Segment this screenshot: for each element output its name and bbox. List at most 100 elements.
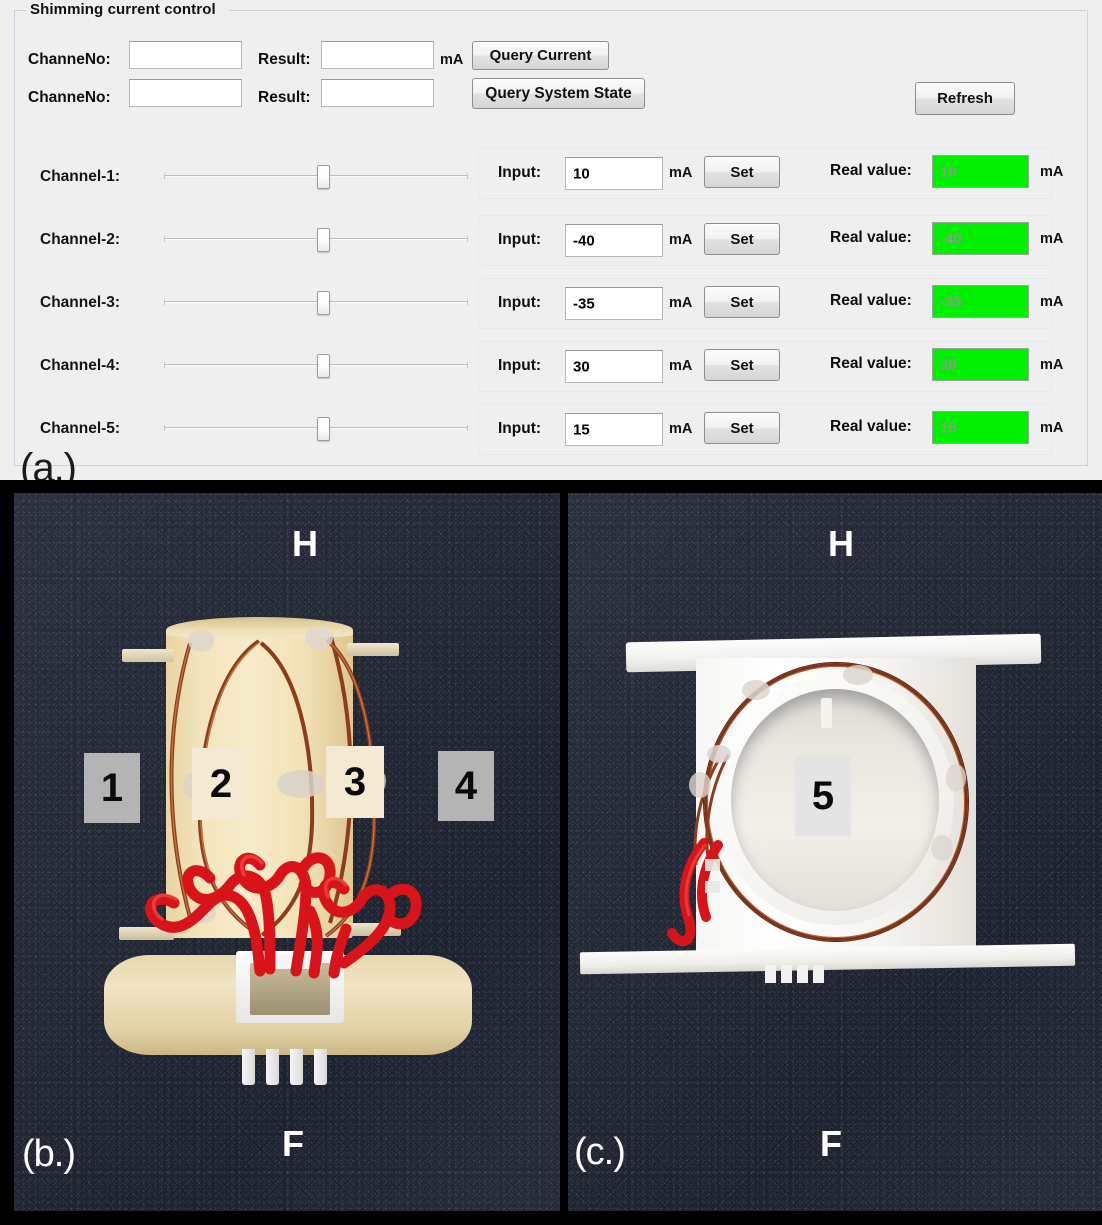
channel-5-input-unit: mA	[669, 421, 693, 437]
channel-1-slider-thumb[interactable]	[317, 165, 331, 189]
channel-5-real-value-box: 15	[932, 411, 1029, 444]
c-tag-5: 5	[795, 756, 851, 836]
channel-1-input-label: Input:	[498, 164, 542, 181]
query-row-1-channel-input[interactable]	[129, 79, 242, 107]
c-pin-4	[813, 965, 824, 983]
b-pin-2	[266, 1049, 279, 1085]
channel-1-real-label: Real value:	[830, 162, 912, 179]
b-tag-3: 3	[326, 746, 384, 818]
channel-1-label: Channel-1:	[40, 168, 121, 185]
query-current-button[interactable]: Query Current	[472, 41, 609, 70]
c-pin-2	[781, 965, 792, 983]
channel-1-input-field[interactable]: 10	[565, 157, 663, 190]
channel-1-real-unit: mA	[1040, 164, 1064, 180]
b-letter-f: F	[282, 1123, 304, 1164]
channel-4-slider[interactable]	[164, 352, 468, 378]
channel-5-slider[interactable]	[164, 415, 468, 441]
channel-3-slider-thumb[interactable]	[317, 291, 331, 315]
channel-3-label: Channel-3:	[40, 294, 121, 311]
channel-4-real-label: Real value:	[830, 355, 912, 372]
query-row-0-channel-label: ChanneNo:	[28, 51, 111, 68]
channel-4-input-field[interactable]: 30	[565, 350, 663, 383]
channel-5-input-field[interactable]: 15	[565, 413, 663, 446]
channel-4-slider-thumb[interactable]	[317, 354, 331, 378]
channel-3-real-value: -35	[940, 293, 962, 310]
photo-panel-c: H F (c.) 5	[568, 493, 1102, 1211]
query-row-0-unit: mA	[440, 52, 464, 68]
channel-4-input-value: 30	[573, 358, 590, 375]
channel-4-input-unit: mA	[669, 358, 693, 374]
channel-3-set-button[interactable]: Set	[704, 286, 780, 318]
c-red-lead-wires	[667, 665, 966, 947]
channel-2-input-value: -40	[573, 232, 595, 249]
b-pin-3	[290, 1049, 303, 1085]
query-row-1-channel-label: ChanneNo:	[28, 89, 111, 106]
channel-2-real-unit: mA	[1040, 231, 1064, 247]
query-row-0-result-label: Result:	[258, 51, 311, 68]
channel-3-input-unit: mA	[669, 295, 693, 311]
channel-3-input-value: -35	[573, 295, 595, 312]
c-pin-1	[765, 965, 776, 983]
query-row-0-result-input[interactable]	[321, 41, 434, 69]
channel-4-real-value-box: 30	[932, 348, 1029, 381]
c-letter-h: H	[828, 523, 854, 564]
channel-2-real-value-box: -40	[932, 222, 1029, 255]
channel-1-input-value: 10	[573, 165, 590, 182]
channel-1-slider-track	[164, 173, 468, 179]
photo-panel-b: H F (b.) 1 2 3 4	[14, 493, 560, 1211]
b-pin-1	[242, 1049, 255, 1085]
b-tag-1: 1	[84, 753, 140, 823]
channel-2-set-button[interactable]: Set	[704, 223, 780, 255]
channel-5-slider-thumb[interactable]	[317, 417, 331, 441]
channel-4-label: Channel-4:	[40, 357, 121, 374]
channel-3-slider[interactable]	[164, 289, 468, 315]
channel-1-set-button[interactable]: Set	[704, 156, 780, 188]
channel-2-real-value: -40	[940, 230, 962, 247]
channel-4-real-unit: mA	[1040, 357, 1064, 373]
panel-b-label: (b.)	[22, 1133, 76, 1175]
c-letter-f: F	[820, 1123, 842, 1164]
channel-3-slider-track	[164, 299, 468, 305]
channel-3-real-label: Real value:	[830, 292, 912, 309]
query-row-1-result-label: Result:	[258, 89, 311, 106]
shimming-gui-panel: Shimming current control ChanneNo: Resul…	[0, 0, 1102, 480]
channel-3-input-label: Input:	[498, 294, 542, 311]
channel-5-input-value: 15	[573, 421, 590, 438]
channel-2-label: Channel-2:	[40, 231, 121, 248]
channel-2-input-unit: mA	[669, 232, 693, 248]
channel-5-real-label: Real value:	[830, 418, 912, 435]
panel-c-label: (c.)	[574, 1131, 626, 1173]
b-tag-2: 2	[192, 748, 250, 820]
channel-2-input-label: Input:	[498, 231, 542, 248]
channel-5-slider-track	[164, 425, 468, 431]
query-row-0-channel-input[interactable]	[129, 41, 242, 69]
query-row-1-result-input[interactable]	[321, 79, 434, 107]
channel-1-real-value: 10	[940, 163, 957, 180]
groupbox-border-left	[14, 10, 26, 11]
channel-3-real-unit: mA	[1040, 294, 1064, 310]
channel-4-set-button[interactable]: Set	[704, 349, 780, 381]
b-support-arm-left-bottom	[119, 927, 174, 940]
channel-5-label: Channel-5:	[40, 420, 121, 437]
channel-4-real-value: 30	[940, 356, 957, 373]
refresh-button[interactable]: Refresh	[915, 82, 1015, 115]
groupbox-border-right	[229, 10, 1086, 11]
channel-5-set-button[interactable]: Set	[704, 412, 780, 444]
channel-1-slider[interactable]	[164, 163, 468, 189]
b-pin-4	[314, 1049, 327, 1085]
channel-5-real-unit: mA	[1040, 420, 1064, 436]
channel-1-input-unit: mA	[669, 165, 693, 181]
channel-2-real-label: Real value:	[830, 229, 912, 246]
channel-5-input-label: Input:	[498, 420, 542, 437]
panel-a-label: (a.)	[20, 446, 77, 480]
c-pin-3	[797, 965, 808, 983]
b-support-arm-left-top	[122, 649, 174, 662]
b-tag-4: 4	[438, 751, 494, 821]
groupbox-title: Shimming current control	[28, 1, 218, 18]
channel-2-slider[interactable]	[164, 226, 468, 252]
channel-3-input-field[interactable]: -35	[565, 287, 663, 320]
channel-2-input-field[interactable]: -40	[565, 224, 663, 257]
channel-2-slider-thumb[interactable]	[317, 228, 331, 252]
query-system-state-button[interactable]: Query System State	[472, 78, 645, 109]
